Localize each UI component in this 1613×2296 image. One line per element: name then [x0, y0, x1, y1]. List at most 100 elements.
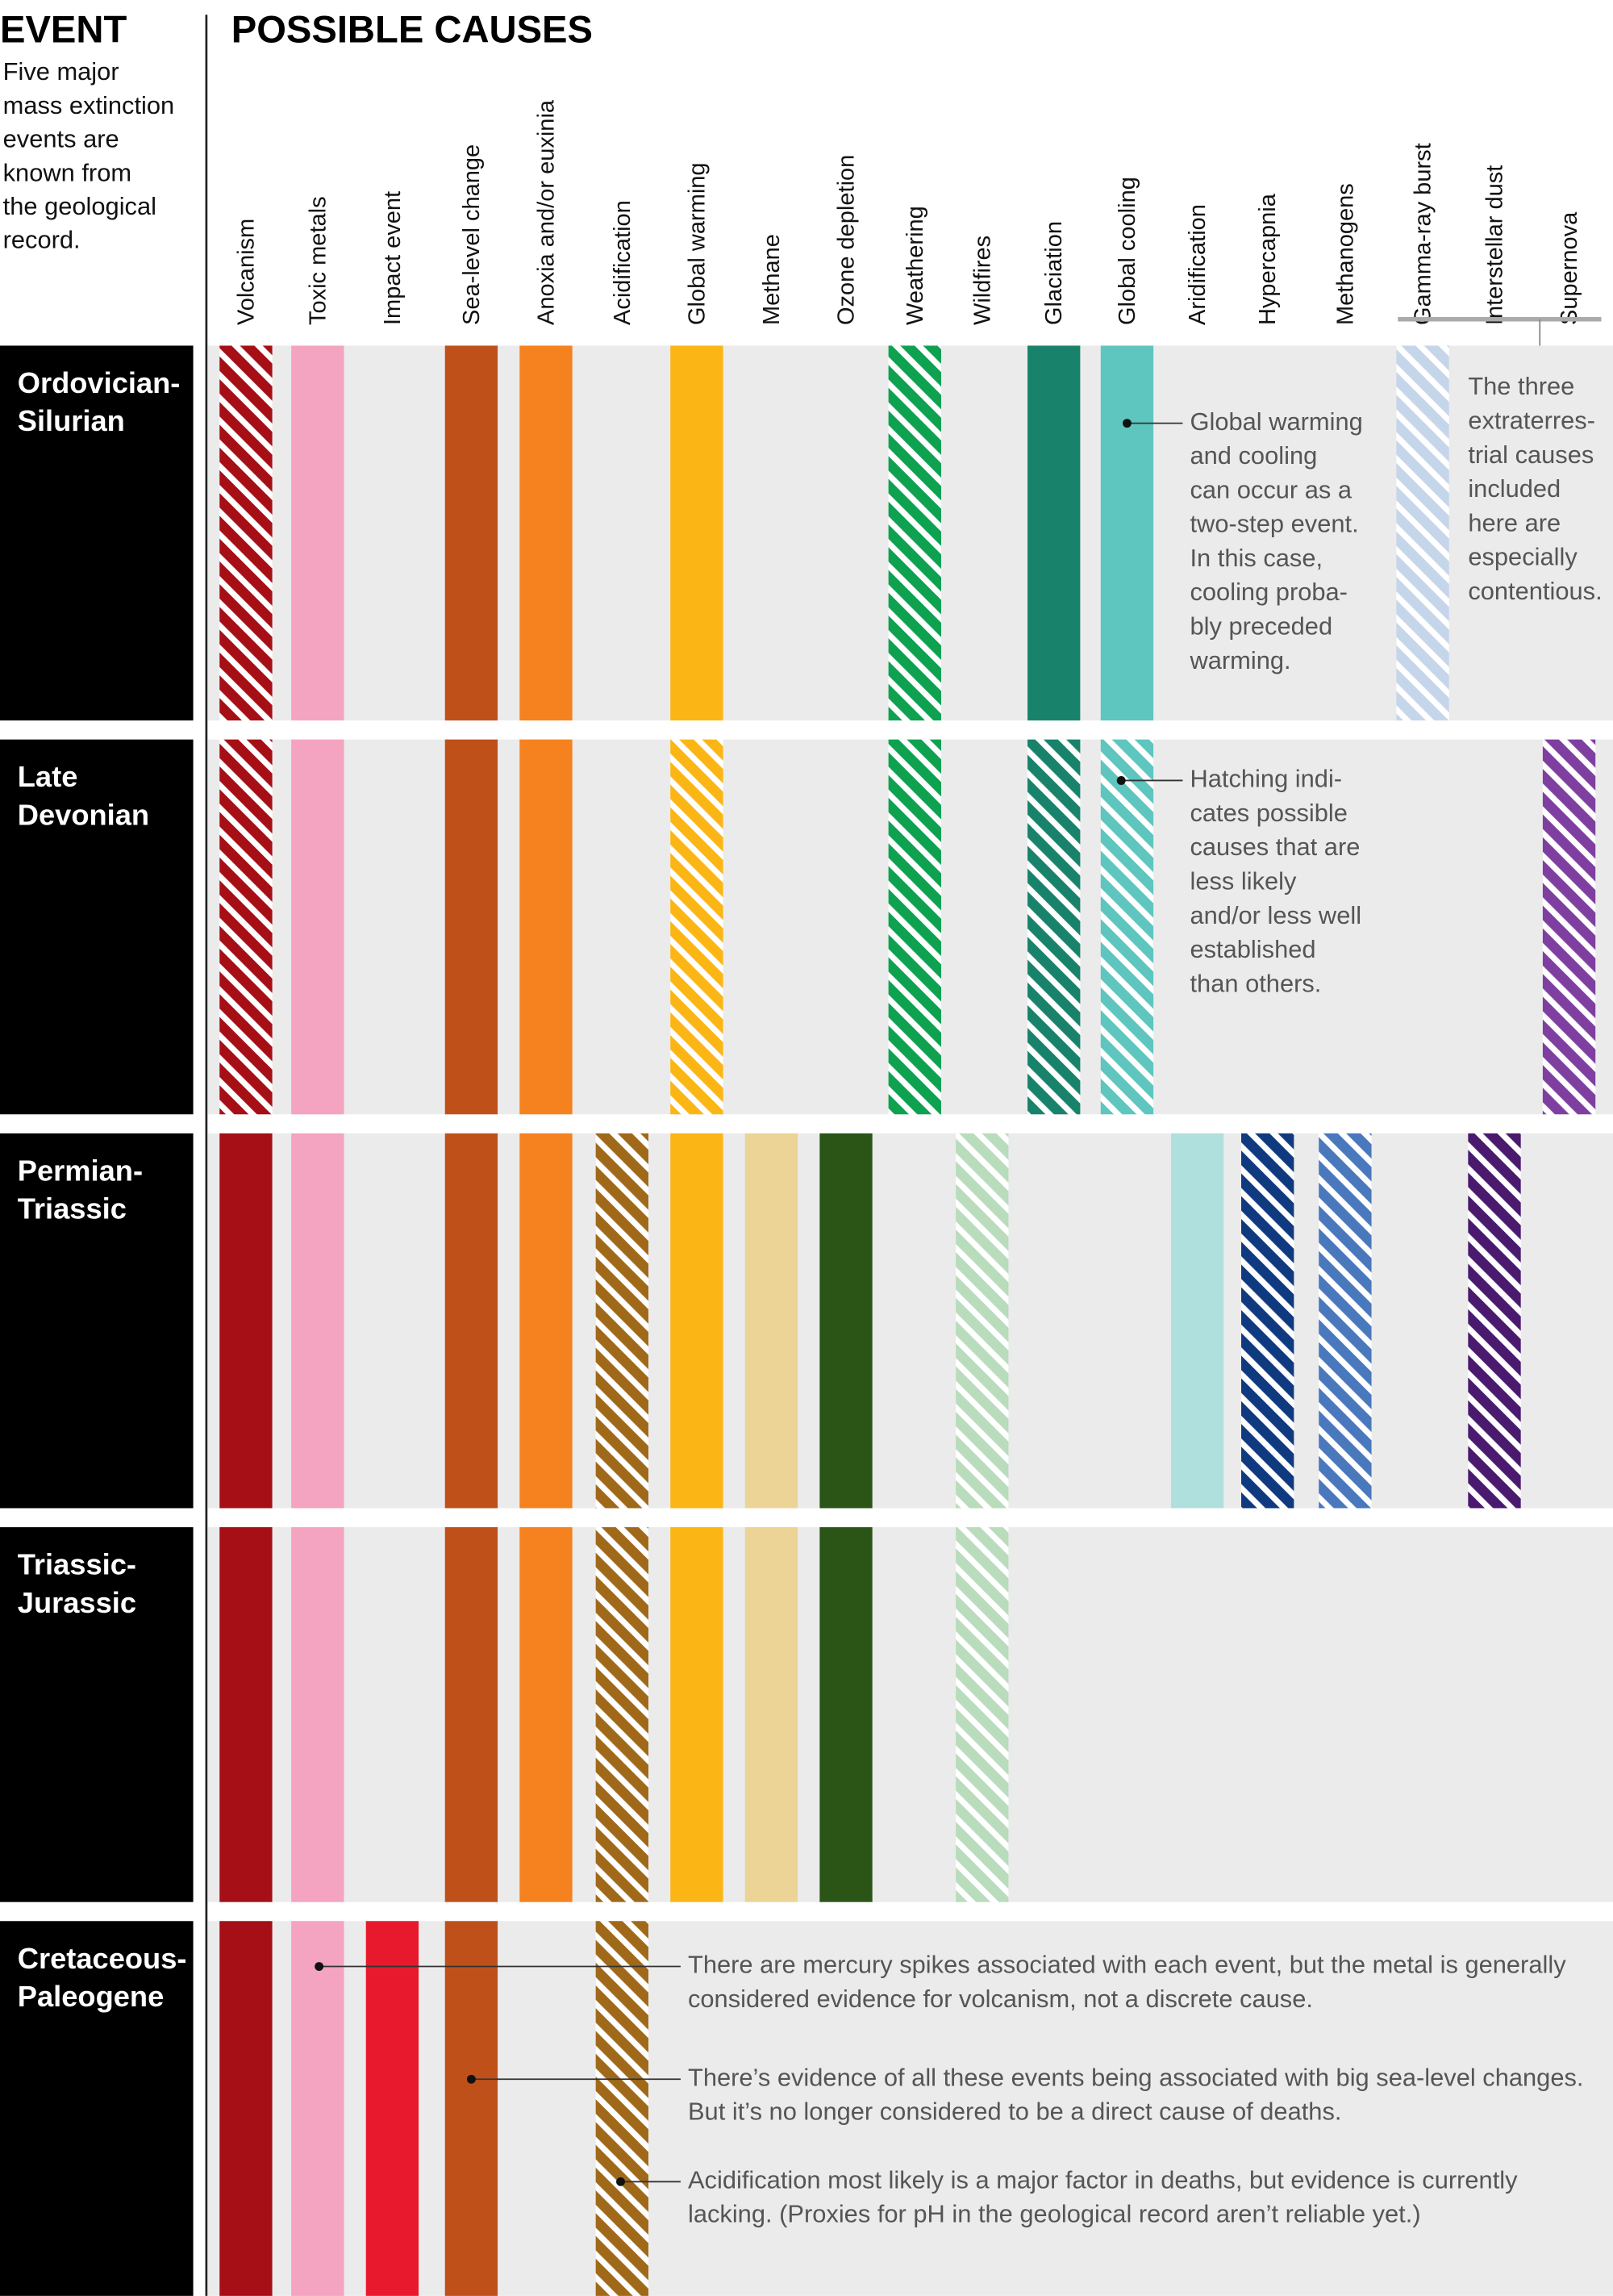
note-text: less likely [1190, 866, 1297, 895]
row-background [207, 1133, 1613, 1509]
note-text: included [1468, 474, 1561, 503]
cause-label: Glaciation [1041, 221, 1067, 325]
cause-label: Volcanism [233, 219, 259, 325]
cause-label: Acidification [610, 200, 636, 325]
note-text: two-step event. [1190, 510, 1358, 538]
cause-bar [291, 1921, 344, 2296]
cause-bar [956, 1133, 1009, 1509]
event-box [0, 1527, 194, 1902]
cause-label: Methane [759, 234, 785, 325]
event-box [0, 739, 194, 1115]
cause-bar [519, 1527, 573, 1902]
note-text: cooling proba- [1190, 578, 1347, 606]
event-name: Devonian [18, 798, 149, 831]
note-text: cates possible [1190, 799, 1347, 827]
cause-bar [956, 1527, 1009, 1902]
cause-bar [291, 1133, 344, 1509]
cause-bar [444, 1527, 498, 1902]
note-text: considered evidence for volcanism, not a… [688, 1985, 1313, 2013]
note-text: can occur as a [1190, 475, 1352, 503]
note-text: here are [1468, 508, 1561, 536]
cause-bar [888, 739, 941, 1115]
event-name: Jurassic [18, 1586, 136, 1619]
cause-bar [1100, 739, 1154, 1115]
note-text: lacking. (Proxies for pH in the geologic… [688, 2200, 1421, 2228]
cause-bar [1542, 739, 1596, 1115]
note-text: and cooling [1190, 441, 1317, 470]
leader-dot [1123, 419, 1132, 428]
leader-dot [616, 2177, 625, 2186]
cause-label: Aridification [1185, 204, 1211, 325]
cause-bar [1027, 345, 1081, 721]
cause-bar [1396, 345, 1449, 721]
note-text: There are mercury spikes associated with… [688, 1951, 1566, 1979]
event-title: EVENT [0, 8, 127, 51]
event-box [0, 1921, 194, 2296]
leader-dot [315, 1962, 324, 1971]
event-name: Triassic- [18, 1548, 136, 1581]
cause-bar [819, 1133, 873, 1509]
note-text: In this case, [1190, 544, 1323, 572]
cause-label: Ozone depletion [833, 155, 859, 325]
cause-label: Anoxia and/or euxinia [533, 99, 559, 325]
note-text: But it’s no longer considered to be a di… [688, 2098, 1341, 2126]
cause-bar [444, 345, 498, 721]
cause-bar [744, 1133, 798, 1509]
event-name: Silurian [18, 404, 125, 437]
cause-bar [670, 1133, 723, 1509]
note-text: The three [1468, 372, 1574, 400]
cause-bar [595, 1921, 648, 2296]
cause-bar [219, 1921, 273, 2296]
cause-label: Gamma-ray burst [1411, 143, 1436, 325]
cause-label: Methanogens [1332, 183, 1358, 325]
event-box [0, 345, 194, 721]
note-text: Hatching indi- [1190, 765, 1342, 793]
cause-bar [1319, 1133, 1372, 1509]
cause-label: Hypercapnia [1255, 193, 1281, 325]
cause-bar [595, 1133, 648, 1509]
cause-bar [670, 345, 723, 721]
cause-label: Global warming [684, 162, 710, 325]
event-name: Late [18, 760, 78, 793]
leader-dot [1116, 776, 1126, 785]
cause-label: Global cooling [1115, 177, 1140, 325]
note-text: causes that are [1190, 833, 1360, 861]
cause-bar [219, 345, 273, 721]
event-description: events are [3, 125, 119, 153]
row-background [207, 1527, 1613, 1902]
cause-bar [219, 739, 273, 1115]
cause-bar [444, 1921, 498, 2296]
note-text: Acidification most likely is a major fac… [688, 2165, 1518, 2194]
note-text: warming. [1189, 646, 1290, 674]
cause-bar [670, 739, 723, 1115]
cause-bar [219, 1133, 273, 1509]
cause-bar [1100, 345, 1154, 721]
leader-dot [466, 2074, 476, 2084]
event-description: Five major [3, 57, 119, 86]
cause-bar [595, 1527, 648, 1902]
cause-label: Sea-level change [459, 144, 485, 325]
note-text: Global warming [1190, 407, 1362, 436]
cause-label: Wildfires [969, 236, 995, 325]
cause-bar [670, 1527, 723, 1902]
causes-title: POSSIBLE CAUSES [231, 8, 593, 51]
event-name: Paleogene [18, 1980, 164, 2013]
event-description: mass extinction [3, 91, 175, 119]
note-text: than others. [1190, 969, 1321, 997]
cause-bar [219, 1527, 273, 1902]
cause-bar [1468, 1133, 1521, 1509]
event-description: record. [3, 226, 81, 254]
note-text: especially [1468, 543, 1578, 571]
note-text: extraterres- [1468, 407, 1595, 435]
cause-bar [888, 345, 941, 721]
note-text: contentious. [1468, 577, 1602, 605]
row-background [207, 1921, 1613, 2296]
note-text: trial causes [1468, 440, 1594, 469]
event-name: Ordovician- [18, 366, 181, 399]
cause-bar [519, 345, 573, 721]
cause-bar [365, 1921, 419, 2296]
cause-bar [744, 1527, 798, 1902]
event-description: the geological [3, 192, 156, 220]
cause-label: Impact event [380, 191, 406, 325]
